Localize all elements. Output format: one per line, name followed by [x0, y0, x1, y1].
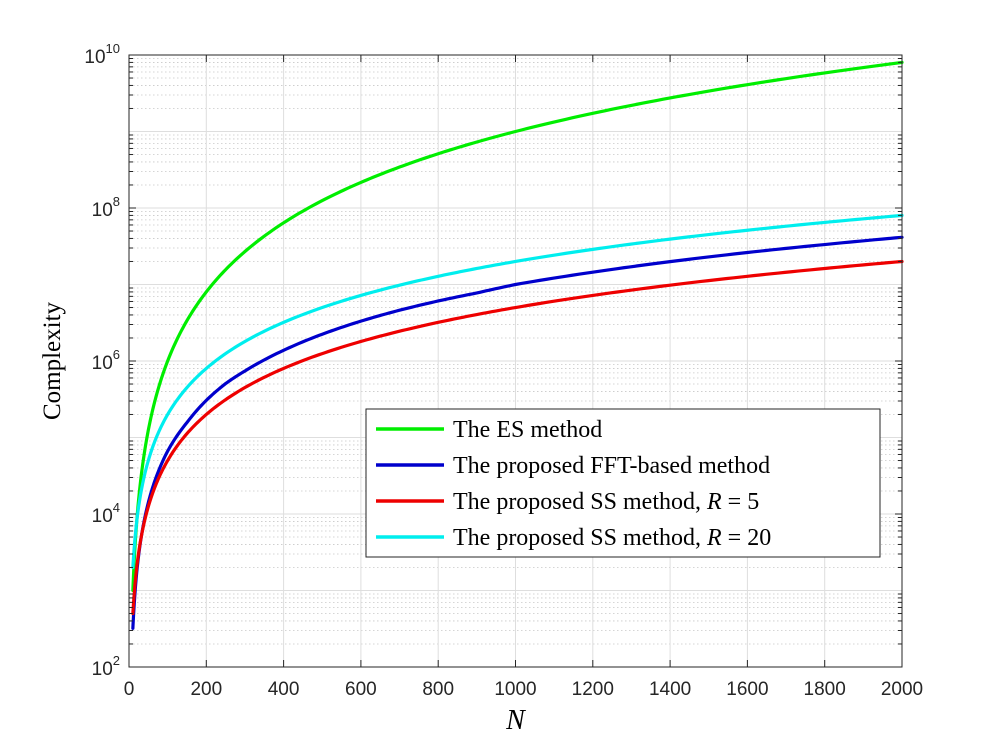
x-tick-label: 400 — [268, 679, 300, 700]
series-lines — [131, 60, 904, 630]
legend-label-2: The proposed FFT-based method — [453, 453, 770, 479]
y-tick-label: 108 — [92, 194, 120, 221]
y-tick-label: 106 — [92, 347, 120, 374]
legend-label-1: The ES method — [453, 417, 602, 443]
axis-ticks: 0 200 400 600 800 1000 1200 1400 1600 1800 2000 102… — [84, 41, 923, 700]
x-tick-label: 1400 — [649, 679, 691, 700]
legend-label-4: The proposed SS method, R = 20 — [453, 525, 771, 551]
x-tick-label: 1200 — [572, 679, 614, 700]
series-line-4 — [131, 213, 904, 570]
x-tick-label: 2000 — [881, 679, 923, 700]
legend-box — [365, 408, 881, 558]
x-tick-label: 200 — [190, 679, 222, 700]
y-tick-label: 104 — [92, 500, 120, 527]
series-line-1 — [131, 60, 904, 593]
x-tick-label: 600 — [345, 679, 377, 700]
legend: The ES method The proposed FFT-based meth… — [365, 408, 881, 558]
series-line-3 — [131, 259, 904, 616]
legend-label-3: The proposed SS method, R = 5 — [453, 489, 759, 515]
y-tick-label: 102 — [92, 653, 120, 680]
x-tick-label: 1800 — [804, 679, 846, 700]
x-tick-label: 800 — [422, 679, 454, 700]
x-tick-label: 0 — [124, 679, 135, 700]
y-tick-label: 1010 — [84, 41, 120, 68]
x-tick-label: 1600 — [726, 679, 768, 700]
x-axis-title: N — [505, 705, 526, 736]
x-tick-label: 1000 — [494, 679, 536, 700]
y-axis-title: Complexity — [39, 301, 66, 420]
grid-lines — [128, 54, 903, 668]
